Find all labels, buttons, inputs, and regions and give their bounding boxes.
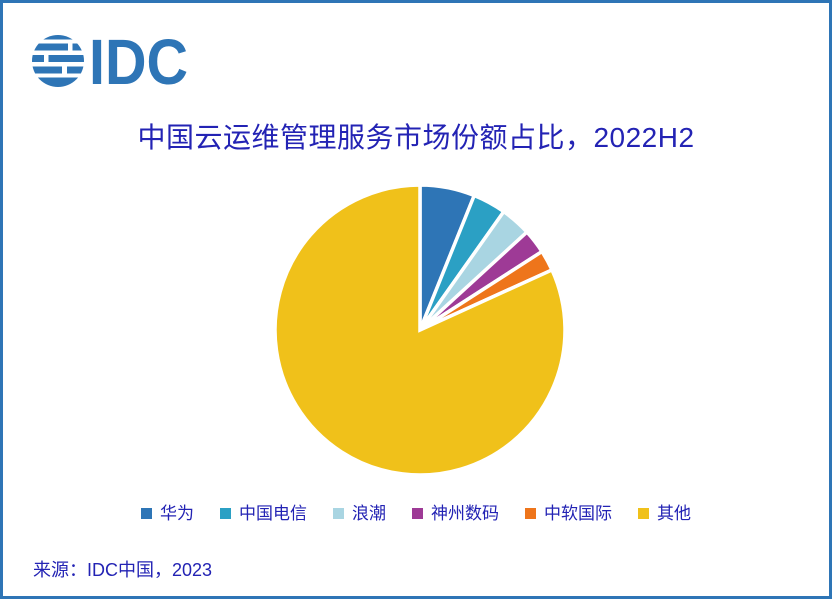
legend-item-3[interactable]: 神州数码 xyxy=(412,505,499,522)
legend-item-2[interactable]: 浪潮 xyxy=(333,505,386,522)
legend-marker-icon xyxy=(525,508,536,519)
legend-item-0[interactable]: 华为 xyxy=(141,505,194,522)
legend-label: 其他 xyxy=(657,504,691,523)
legend-item-1[interactable]: 中国电信 xyxy=(220,505,307,522)
legend-marker-icon xyxy=(333,508,344,519)
idc-logo: IDC xyxy=(31,26,191,98)
pie-slice-5[interactable] xyxy=(273,183,567,477)
legend-label: 华为 xyxy=(160,504,194,523)
legend-marker-icon xyxy=(412,508,423,519)
legend-label: 中国电信 xyxy=(239,504,307,523)
chart-title: 中国云运维管理服务市场份额占比，2022H2 xyxy=(137,122,695,153)
legend-item-4[interactable]: 中软国际 xyxy=(525,505,612,522)
globe-icon xyxy=(31,35,85,87)
legend-label: 中软国际 xyxy=(544,504,612,523)
legend-item-5[interactable]: 其他 xyxy=(638,505,691,522)
idc-logo-text: IDC xyxy=(89,30,188,92)
legend-label: 浪潮 xyxy=(352,504,386,523)
legend-label: 神州数码 xyxy=(431,504,499,523)
legend-marker-icon xyxy=(638,508,649,519)
source-note: 来源：IDC中国，2023 xyxy=(33,560,213,580)
legend: 华为 中国电信 浪潮 神州数码 中软国际 其他 xyxy=(3,505,829,522)
legend-marker-icon xyxy=(141,508,152,519)
legend-marker-icon xyxy=(220,508,231,519)
pie-chart xyxy=(270,180,570,480)
